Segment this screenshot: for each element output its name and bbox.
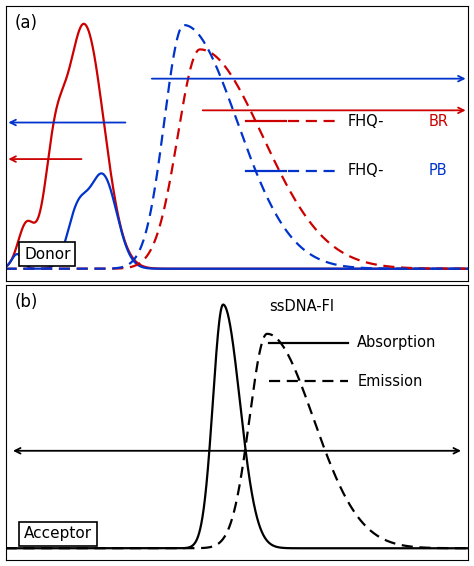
Text: FHQ-: FHQ-	[348, 114, 384, 128]
Text: (a): (a)	[15, 14, 38, 32]
Text: ssDNA-Fl: ssDNA-Fl	[269, 299, 334, 314]
Text: Absorption: Absorption	[357, 336, 437, 350]
Text: BR: BR	[429, 114, 449, 128]
Text: (b): (b)	[15, 293, 38, 311]
Text: PB: PB	[429, 163, 448, 178]
Text: Donor: Donor	[24, 247, 71, 261]
Text: FHQ-: FHQ-	[348, 163, 384, 178]
Text: Emission: Emission	[357, 374, 423, 389]
Text: Acceptor: Acceptor	[24, 526, 92, 541]
